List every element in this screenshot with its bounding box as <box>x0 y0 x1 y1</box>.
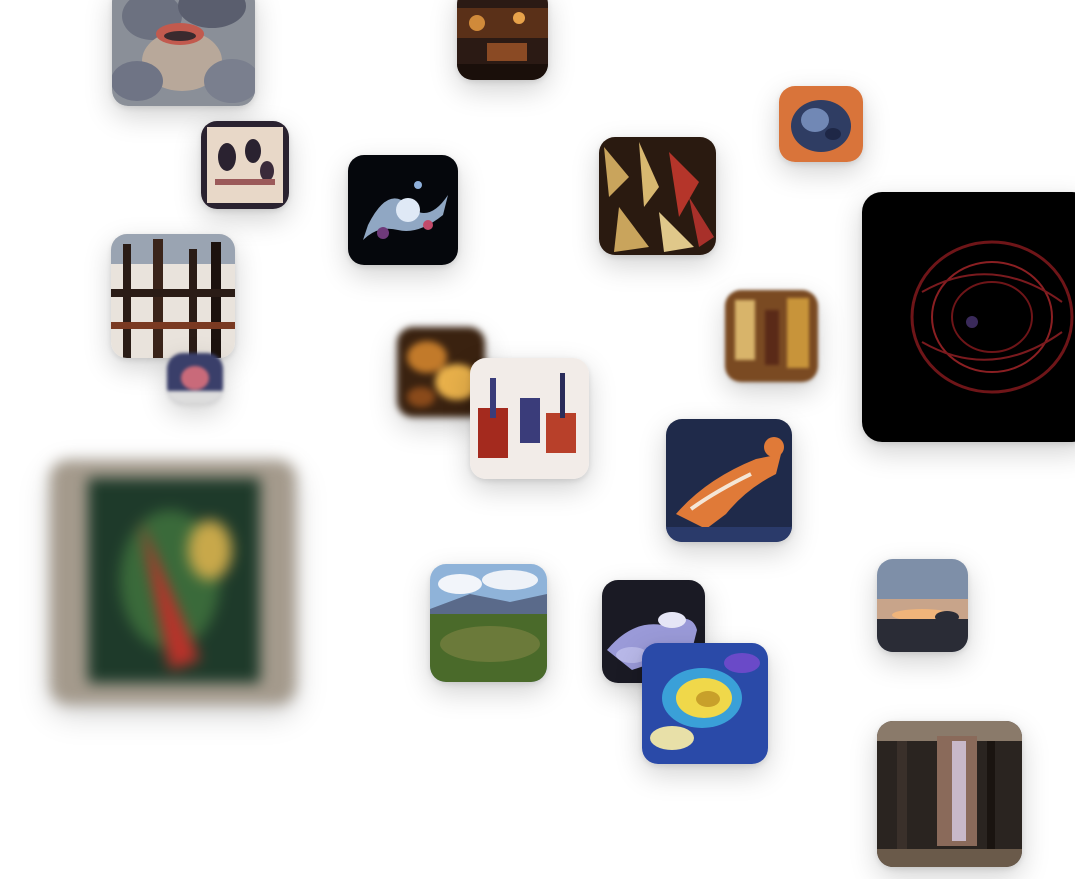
gallery-image-blob[interactable] <box>779 86 863 162</box>
sunset-photo-icon <box>877 559 968 652</box>
warm-abstract-artwork-icon <box>725 290 818 382</box>
gallery-image-night-scene[interactable] <box>457 0 548 80</box>
red-abstract-artwork-icon <box>470 358 589 479</box>
gallery-image-landscape[interactable] <box>430 564 547 682</box>
swirl-artwork-icon <box>642 643 768 764</box>
gallery-image-dark-grid[interactable] <box>111 234 235 358</box>
gallery-image-splash[interactable] <box>348 155 458 265</box>
night-scene-artwork-icon <box>457 0 548 80</box>
crowd-artwork-icon <box>599 137 716 255</box>
gallery-image-small-abstract[interactable] <box>167 353 223 403</box>
gallery-image-crowd[interactable] <box>599 137 716 255</box>
small-abstract-artwork-icon <box>167 353 223 403</box>
splash-artwork-icon <box>348 155 458 265</box>
portrait-artwork-icon <box>112 0 255 106</box>
gallery-image-sunset[interactable] <box>877 559 968 652</box>
gallery-image-framed-painting[interactable] <box>50 460 296 704</box>
dark-grid-artwork-icon <box>111 234 235 358</box>
figures-sketch-artwork-icon <box>201 121 289 209</box>
dark-texture-artwork-icon <box>877 721 1022 867</box>
gallery-image-red-wireframe[interactable] <box>862 192 1075 442</box>
gallery-image-reclining-figure[interactable] <box>666 419 792 542</box>
gallery-image-figures-sketch[interactable] <box>201 121 289 209</box>
framed-painting-artwork-icon <box>50 460 296 704</box>
landscape-photo-icon <box>430 564 547 682</box>
gallery-image-dark-texture[interactable] <box>877 721 1022 867</box>
reclining-figure-artwork-icon <box>666 419 792 542</box>
gallery-image-swirl[interactable] <box>642 643 768 764</box>
gallery-image-warm-abstract[interactable] <box>725 290 818 382</box>
gallery-image-red-abstract[interactable] <box>470 358 589 479</box>
blob-artwork-icon <box>779 86 863 162</box>
red-wireframe-artwork-icon <box>862 192 1075 442</box>
gallery-image-portrait[interactable] <box>112 0 255 106</box>
